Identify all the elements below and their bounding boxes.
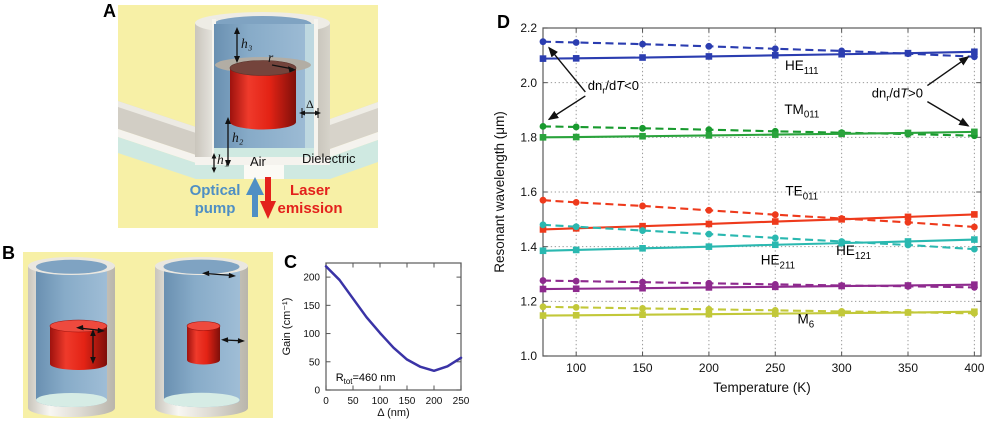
x-tick-label: 100 bbox=[372, 396, 389, 407]
panel-a-diagram: h₃ r h₂ Δ h₁ Air Dielectric Optical pump… bbox=[118, 5, 378, 228]
series-M6-solid bbox=[539, 308, 978, 319]
y-tick-label: 1.6 bbox=[520, 185, 537, 199]
mode-label-HE111: HE111 bbox=[785, 58, 819, 77]
x-axis-label: Δ (nm) bbox=[377, 407, 409, 419]
x-tick-label: 200 bbox=[426, 396, 443, 407]
y-tick-label: 50 bbox=[309, 357, 321, 368]
label-h1: h₁ bbox=[217, 152, 229, 167]
label-h2: h₂ bbox=[232, 130, 244, 145]
x-tick-label: 400 bbox=[964, 361, 984, 375]
mode-label-TE011: TE011 bbox=[785, 184, 818, 203]
series-HE121-dashed bbox=[539, 221, 978, 253]
label-laser-emission-2: emission bbox=[277, 200, 343, 217]
gain-chart-svg: 0 50 100 150 200 250 0 50 100 150 200 Rtot=460 nm Δ … bbox=[281, 262, 470, 419]
series-HE111-dashed bbox=[539, 38, 978, 61]
panel-d-chart: 100 150 200 250 300 350 400 1.0 1.2 1.4 1.6 1.8 2.0 2… bbox=[490, 0, 991, 405]
substrate-left bbox=[118, 101, 196, 179]
x-tick-label: 250 bbox=[765, 361, 785, 375]
x-tick-label: 50 bbox=[347, 396, 359, 407]
x-tick-label: 0 bbox=[323, 396, 329, 407]
y-axis-label: Resonant wavelength (μm) bbox=[492, 111, 507, 273]
grid-lines bbox=[543, 28, 981, 356]
x-tick-label: 250 bbox=[453, 396, 470, 407]
dielectric-liner bbox=[305, 24, 314, 157]
y-tick-label: 0 bbox=[314, 386, 320, 397]
series-HE211-solid bbox=[539, 281, 978, 293]
panel-b-letter: B bbox=[2, 243, 15, 263]
cavity-large-gain bbox=[28, 257, 115, 417]
x-tick-label: 350 bbox=[898, 361, 918, 375]
x-tick-label: 150 bbox=[399, 396, 416, 407]
series-TM011-solid bbox=[539, 128, 978, 141]
y-tick-label: 2.2 bbox=[520, 21, 537, 35]
series-TE011-dashed bbox=[539, 196, 978, 231]
y-tick-label: 1.4 bbox=[520, 240, 537, 254]
tick-labels: 100 150 200 250 300 350 400 1.0 1.2 1.4 1.6 1.8 2.0 2… bbox=[520, 21, 984, 375]
y-tick-label: 2.0 bbox=[520, 76, 537, 90]
y-tick-label: 100 bbox=[303, 329, 320, 340]
x-tick-label: 200 bbox=[699, 361, 719, 375]
y-tick-label: 1.8 bbox=[520, 131, 537, 145]
panel-a-art bbox=[118, 5, 378, 228]
label-air: Air bbox=[250, 154, 266, 169]
label-dielectric: Dielectric bbox=[302, 151, 356, 166]
annotation-rtot: Rtot=460 nm bbox=[336, 372, 396, 386]
gain-cylinder bbox=[229, 60, 297, 130]
cut-edge-right bbox=[314, 19, 318, 157]
x-tick-label: 300 bbox=[832, 361, 852, 375]
mode-label-HE211: HE211 bbox=[761, 253, 795, 272]
annotation-dnrdt: dnr/dT>0 bbox=[872, 86, 923, 104]
dielectric-inside-bottom bbox=[214, 148, 314, 157]
panel-b-diagram bbox=[23, 252, 273, 418]
x-axis-label: Temperature (K) bbox=[713, 380, 811, 395]
series-HE111-solid bbox=[539, 48, 978, 62]
mode-label-M6: M6 bbox=[797, 312, 814, 331]
tick-labels: 0 50 100 150 200 250 0 50 100 150 200 bbox=[303, 273, 469, 407]
label-r: r bbox=[268, 50, 274, 65]
annotation-dnrdt: dnr/dT<0 bbox=[588, 78, 639, 96]
label-optical-pump-1: Optical bbox=[189, 182, 241, 199]
annotation-arrows bbox=[926, 55, 970, 127]
mode-label-HE121: HE121 bbox=[836, 243, 871, 262]
wavelength-chart-svg: 100 150 200 250 300 350 400 1.0 1.2 1.4 1.6 1.8 2.0 2… bbox=[492, 21, 985, 395]
x-tick-label: 100 bbox=[566, 361, 586, 375]
substrate-right bbox=[330, 102, 378, 179]
label-h3: h₃ bbox=[241, 36, 253, 51]
pillar-front-edge bbox=[195, 157, 330, 165]
x-tick-label: 150 bbox=[633, 361, 653, 375]
optical-pump-arrow bbox=[246, 177, 264, 217]
panel-d-letter: D bbox=[497, 12, 510, 32]
air-hole bbox=[244, 165, 284, 179]
y-axis-label: Gain (cm⁻¹) bbox=[281, 298, 293, 356]
panel-c-chart: 0 50 100 150 200 250 0 50 100 150 200 Rtot=460 nm Δ … bbox=[278, 250, 488, 423]
panel-b-art bbox=[23, 252, 273, 418]
dimension-arrows bbox=[211, 27, 321, 173]
label-laser-emission-1: Laser bbox=[289, 182, 331, 199]
panel-c-letter: C bbox=[284, 252, 297, 272]
panel-a-letter: A bbox=[103, 1, 116, 21]
axis-ticks bbox=[325, 263, 462, 391]
label-optical-pump-2: pump bbox=[194, 200, 236, 217]
series-HE121-solid bbox=[539, 236, 978, 255]
mode-label-TM011: TM011 bbox=[784, 102, 819, 121]
laser-emission-arrow bbox=[260, 177, 276, 219]
y-tick-label: 1.2 bbox=[520, 295, 537, 309]
y-tick-label: 200 bbox=[303, 273, 320, 284]
label-delta: Δ bbox=[306, 97, 314, 111]
y-tick-label: 1.0 bbox=[520, 349, 537, 363]
annotation-arrows bbox=[547, 46, 586, 121]
cavity-small-gain bbox=[155, 257, 248, 417]
plot-box bbox=[325, 262, 462, 391]
gain-curve bbox=[324, 265, 463, 373]
y-tick-label: 150 bbox=[303, 301, 320, 312]
